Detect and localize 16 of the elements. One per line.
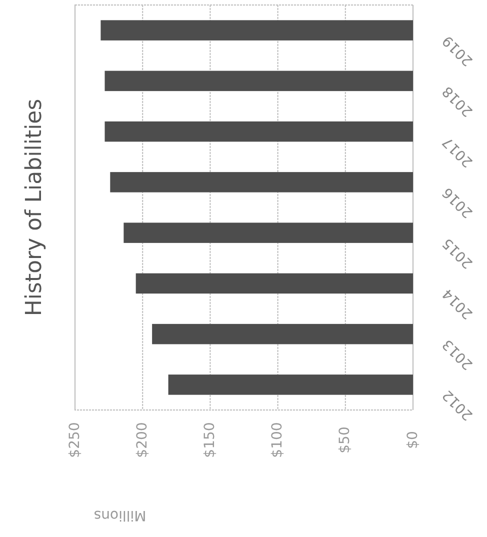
bar: [152, 324, 413, 344]
x-axis-title: Millions: [94, 507, 146, 524]
bar: [104, 70, 413, 92]
x-tick-label: $250: [66, 422, 83, 458]
bar: [136, 273, 413, 294]
x-tick-label: $0: [404, 431, 421, 449]
bar: [168, 374, 413, 395]
x-tick-label: $50: [337, 426, 354, 454]
bar: [104, 121, 413, 142]
bar: [100, 20, 413, 40]
text: History of Liabilities: [22, 98, 48, 316]
bar: [110, 172, 413, 192]
x-tick-label: $150: [202, 422, 218, 458]
x-tick-label: $100: [270, 422, 286, 458]
x-tick-label: $200: [134, 422, 150, 458]
bar: [124, 222, 413, 243]
